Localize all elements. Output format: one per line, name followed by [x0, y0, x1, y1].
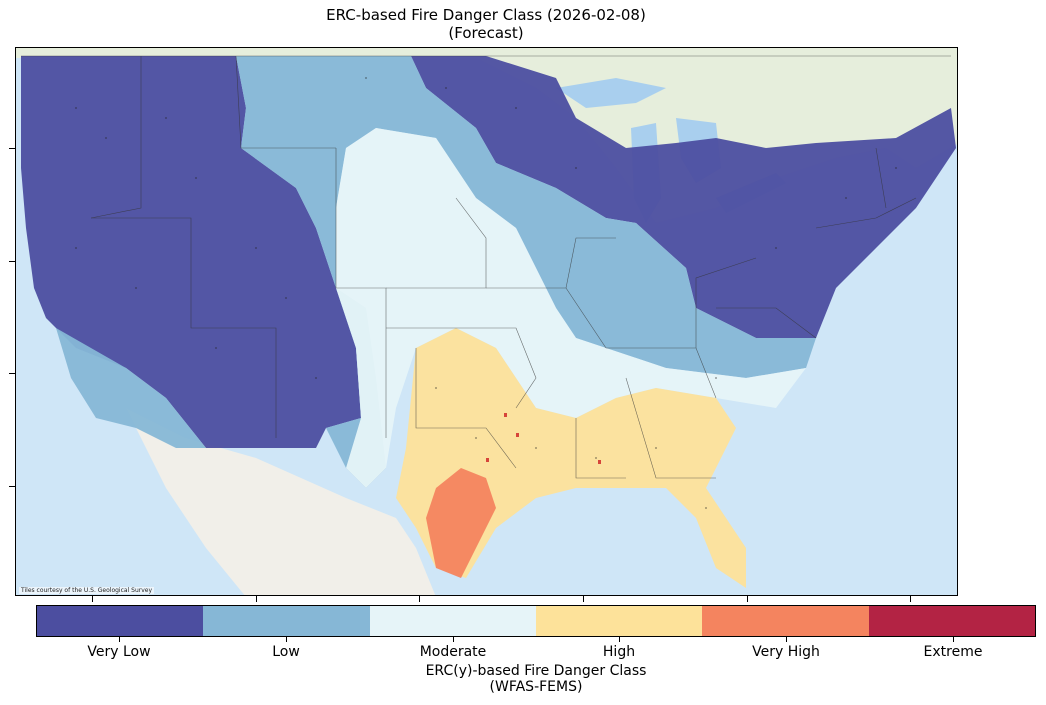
x-tick — [256, 596, 257, 602]
extreme-hotspots — [486, 413, 601, 464]
zone-moderate-plains — [336, 128, 806, 488]
colorbar-title: ERC(y)-based Fire Danger Class (WFAS-FEM… — [36, 663, 1036, 695]
state-boundaries — [21, 55, 951, 479]
zone-low-central — [236, 56, 816, 378]
colorbar-title-line2: (WFAS-FEMS) — [489, 679, 583, 695]
colorbar-swatch-very-low — [37, 606, 204, 636]
x-tick — [419, 596, 420, 602]
colorbar-label: Very High — [752, 644, 820, 660]
colorbar-label: High — [602, 644, 636, 660]
map-title-line2: (Forecast) — [448, 24, 524, 42]
lake-superior — [556, 78, 666, 108]
colorbar-tick — [953, 637, 954, 642]
colorbar-tick — [453, 637, 454, 642]
fire-danger-map: Tiles courtesy of the U.S. Geological Su… — [15, 47, 958, 596]
colorbar-swatch-extreme — [868, 606, 1035, 636]
zone-very-high-texas — [426, 468, 496, 578]
x-tick — [583, 596, 584, 602]
colorbar-label: Very Low — [87, 644, 151, 660]
colorbar-swatch-very-high — [702, 606, 869, 636]
colorbar-title-line1: ERC(y)-based Fire Danger Class — [425, 663, 647, 679]
colorbar-swatch-low — [203, 606, 370, 636]
colorbar-label: Low — [272, 644, 300, 660]
mexico-land — [126, 408, 436, 595]
colorbar-swatch-moderate — [369, 606, 536, 636]
colorbar-tick — [619, 637, 620, 642]
x-tick — [910, 596, 911, 602]
colorbar-tick — [119, 637, 120, 642]
map-title: ERC-based Fire Danger Class (2026-02-08)… — [0, 6, 972, 42]
colorbar-tick — [786, 637, 787, 642]
y-tick — [9, 486, 15, 487]
colorbar-tick — [286, 637, 287, 642]
colorbar — [36, 605, 1036, 637]
station-markers — [75, 77, 897, 509]
zone-low-southwest — [56, 328, 206, 448]
colorbar-swatch-high — [535, 606, 703, 636]
y-tick — [9, 373, 15, 374]
colorbar-label: Moderate — [419, 644, 487, 660]
zone-very-low-north — [411, 56, 956, 338]
y-tick — [9, 148, 15, 149]
tile-attribution: Tiles courtesy of the U.S. Geological Su… — [19, 587, 155, 594]
x-tick — [92, 596, 93, 602]
y-tick — [9, 261, 15, 262]
x-tick — [747, 596, 748, 602]
colorbar-label: Extreme — [923, 644, 983, 660]
map-title-line1: ERC-based Fire Danger Class (2026-02-08) — [326, 6, 646, 24]
map-canvas — [16, 48, 957, 595]
